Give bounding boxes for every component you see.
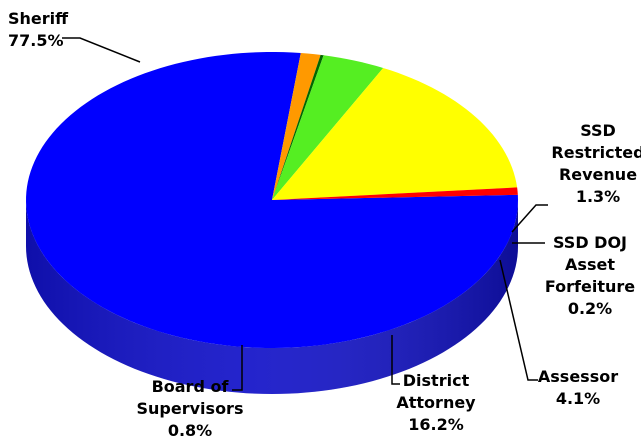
slice-label-line-ssd-restricted-revenue: Revenue xyxy=(559,165,637,184)
slice-label-line-district-attorney: Attorney xyxy=(396,393,476,412)
pie-side-shade-sheriff xyxy=(26,200,518,394)
slice-value-board-of-supervisors: 0.8% xyxy=(168,421,212,440)
leader-line-board-of-supervisors xyxy=(232,345,243,391)
slice-value-ssd-doj-asset-forfeiture: 0.2% xyxy=(568,299,612,318)
slice-label-line-ssd-doj-asset-forfeiture: SSD DOJ xyxy=(553,233,627,252)
slice-value-ssd-restricted-revenue: 1.3% xyxy=(576,187,620,206)
leader-line-district-attorney xyxy=(391,335,400,385)
slice-label-board-of-supervisors: Board of Supervisors 0.8% xyxy=(137,377,244,440)
pie-slice-ssd-doj-asset-forfeiture xyxy=(272,54,324,200)
pie-slice-assessor xyxy=(272,55,384,200)
slice-label-line-ssd-doj-asset-forfeiture: Forfeiture xyxy=(545,277,635,296)
slice-label-line-sheriff: Sheriff xyxy=(8,9,69,28)
pie-slice-board-of-supervisors xyxy=(272,187,518,200)
slice-value-assessor: 4.1% xyxy=(556,389,600,408)
slice-label-ssd-restricted-revenue: SSD Restricted Revenue 1.3% xyxy=(551,121,641,206)
slice-label-line-ssd-restricted-revenue: Restricted xyxy=(551,143,641,162)
slice-label-ssd-doj-asset-forfeiture: SSD DOJ Asset Forfeiture 0.2% xyxy=(545,233,635,318)
slice-label-line-assessor: Assessor xyxy=(538,367,618,386)
leader-line-assessor xyxy=(499,259,538,381)
slice-label-line-ssd-doj-asset-forfeiture: Asset xyxy=(565,255,615,274)
slice-value-district-attorney: 16.2% xyxy=(408,415,464,434)
slice-label-sheriff: Sheriff 77.5% xyxy=(8,9,69,50)
slice-label-line-ssd-restricted-revenue: SSD xyxy=(580,121,616,140)
pie-slice-sheriff xyxy=(26,52,519,348)
leader-line-ssd-restricted-revenue xyxy=(511,204,548,233)
slice-value-sheriff: 77.5% xyxy=(8,31,64,50)
leader-line-sheriff xyxy=(62,37,141,63)
slice-label-assessor: Assessor 4.1% xyxy=(538,367,618,408)
slice-label-line-board-of-supervisors: Supervisors xyxy=(137,399,244,418)
slice-label-line-board-of-supervisors: Board of xyxy=(152,377,230,396)
slice-label-line-district-attorney: District xyxy=(403,371,470,390)
pie-slice-district-attorney xyxy=(272,67,518,200)
slice-label-district-attorney: District Attorney 16.2% xyxy=(396,371,476,434)
pie-slice-ssd-restricted-revenue xyxy=(272,53,321,200)
